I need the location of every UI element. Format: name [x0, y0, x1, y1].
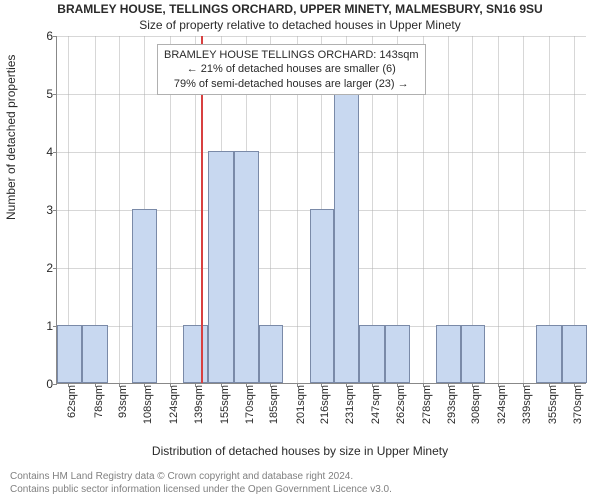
ytick-label: 0: [37, 377, 53, 391]
ytick-label: 3: [37, 203, 53, 217]
footer-line-2: Contains public sector information licen…: [10, 483, 392, 496]
ytick-mark: [53, 94, 57, 95]
xtick-label: 108sqm: [142, 385, 154, 424]
footer-line-1: Contains HM Land Registry data © Crown c…: [10, 470, 392, 483]
histogram-bar: [132, 209, 157, 383]
histogram-bar: [562, 325, 587, 383]
xtick-label: 170sqm: [244, 385, 256, 424]
xtick-label: 62sqm: [66, 385, 78, 418]
xtick-label: 339sqm: [521, 385, 533, 424]
histogram-bar: [461, 325, 486, 383]
histogram-bar: [436, 325, 461, 383]
gridline-vertical: [119, 36, 120, 383]
xtick-label: 93sqm: [117, 385, 129, 418]
xtick-label: 355sqm: [547, 385, 559, 424]
gridline-vertical: [498, 36, 499, 383]
ytick-label: 4: [37, 145, 53, 159]
annotation-line: ← 21% of detached houses are smaller (6): [164, 62, 419, 76]
xtick-label: 247sqm: [370, 385, 382, 424]
y-axis-label: Number of detached properties: [4, 55, 18, 220]
ytick-label: 6: [37, 29, 53, 43]
histogram-bar: [82, 325, 108, 383]
xtick-label: 201sqm: [295, 385, 307, 424]
xtick-label: 155sqm: [219, 385, 231, 424]
xtick-label: 370sqm: [572, 385, 584, 424]
ytick-mark: [53, 384, 57, 385]
ytick-mark: [53, 210, 57, 211]
ytick-mark: [53, 268, 57, 269]
histogram-bar: [310, 209, 335, 383]
x-axis-label: Distribution of detached houses by size …: [0, 444, 600, 458]
xtick-label: 78sqm: [93, 385, 105, 418]
xtick-label: 308sqm: [470, 385, 482, 424]
xtick-label: 216sqm: [319, 385, 331, 424]
xtick-label: 139sqm: [193, 385, 205, 424]
chart-title-main: BRAMLEY HOUSE, TELLINGS ORCHARD, UPPER M…: [0, 2, 600, 16]
histogram-bar: [334, 93, 359, 383]
histogram-bar: [183, 325, 208, 383]
histogram-bar: [259, 325, 284, 383]
xtick-label: 231sqm: [344, 385, 356, 424]
xtick-label: 324sqm: [496, 385, 508, 424]
annotation-line: 79% of semi-detached houses are larger (…: [164, 77, 419, 91]
histogram-bar: [57, 325, 82, 383]
histogram-bar: [234, 151, 259, 383]
xtick-label: 262sqm: [395, 385, 407, 424]
annotation-line: BRAMLEY HOUSE TELLINGS ORCHARD: 143sqm: [164, 48, 419, 62]
annotation-box: BRAMLEY HOUSE TELLINGS ORCHARD: 143sqm← …: [157, 44, 426, 95]
histogram-bar: [208, 151, 234, 383]
ytick-label: 2: [37, 261, 53, 275]
histogram-bar: [536, 325, 562, 383]
xtick-label: 293sqm: [446, 385, 458, 424]
xtick-label: 185sqm: [268, 385, 280, 424]
chart-plot-area: 012345662sqm78sqm93sqm108sqm124sqm139sqm…: [56, 36, 586, 384]
chart-title-sub: Size of property relative to detached ho…: [0, 18, 600, 32]
histogram-bar: [359, 325, 385, 383]
chart-footer: Contains HM Land Registry data © Crown c…: [10, 470, 392, 496]
ytick-label: 5: [37, 87, 53, 101]
ytick-mark: [53, 36, 57, 37]
xtick-label: 278sqm: [421, 385, 433, 424]
gridline-vertical: [523, 36, 524, 383]
xtick-label: 124sqm: [168, 385, 180, 424]
ytick-mark: [53, 152, 57, 153]
ytick-label: 1: [37, 319, 53, 333]
histogram-bar: [385, 325, 410, 383]
